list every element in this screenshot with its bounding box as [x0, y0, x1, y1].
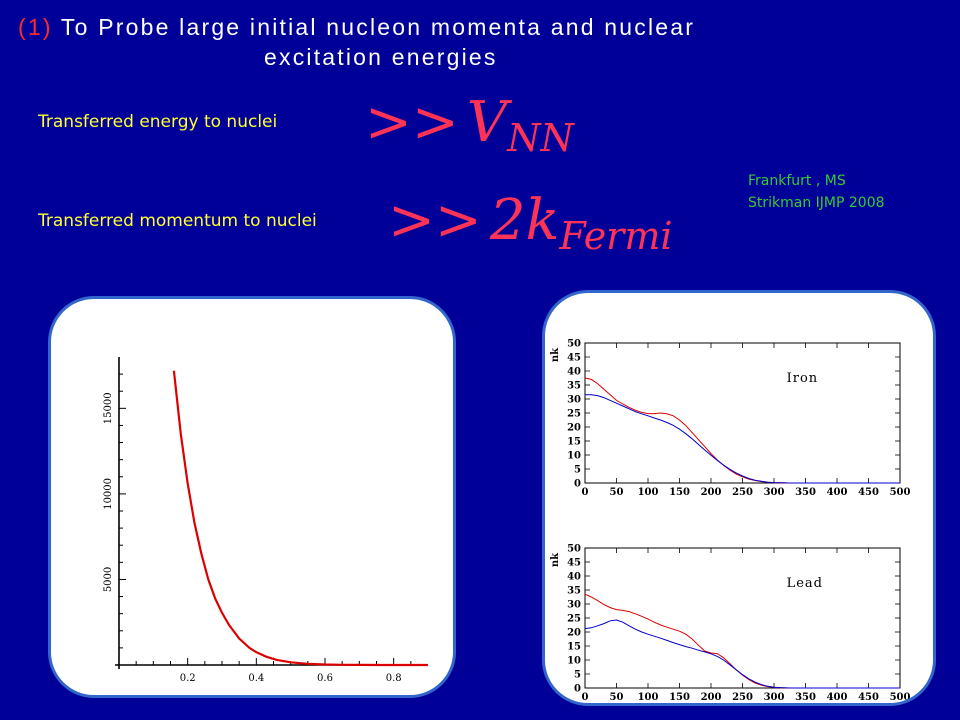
y-tick-label: 35 [567, 381, 581, 392]
statement-energy: Transferred energy to nuclei [38, 112, 278, 132]
x-tick-label: 250 [732, 487, 753, 498]
nucleus-annotation: Lead [787, 576, 823, 591]
x-tick-label: 50 [610, 692, 624, 703]
y-axis-label: nk [550, 552, 561, 567]
x-tick-label: 250 [732, 692, 753, 703]
x-tick-label: 300 [764, 692, 785, 703]
formula-momentum-subscript: Fermi [559, 214, 673, 258]
y-tick-label: 40 [567, 367, 581, 378]
x-tick-label: 500 [890, 692, 911, 703]
x-tick-label: 0.8 [386, 673, 402, 684]
x-tick-label: 150 [669, 692, 690, 703]
y-tick-label: 25 [567, 409, 581, 420]
y-tick-label: 15 [567, 437, 581, 448]
x-tick-label: 0.4 [248, 673, 264, 684]
y-tick-label: 0 [574, 684, 581, 695]
series-line-0 [584, 593, 900, 689]
x-tick-label: 450 [858, 487, 879, 498]
formula-energy-op: >> [365, 90, 459, 155]
y-tick-label: 45 [567, 558, 581, 569]
y-tick-label: 45 [567, 353, 581, 364]
x-tick-label: 0 [582, 487, 589, 498]
formula-energy: >> VNN [365, 90, 574, 160]
y-tick-label: 20 [567, 423, 581, 434]
formula-momentum: >> 2kFermi [388, 188, 673, 258]
x-tick-label: 50 [610, 487, 624, 498]
y-tick-label: 0 [574, 479, 581, 490]
y-tick-label: 50 [567, 339, 581, 350]
y-tick-label: 30 [567, 600, 581, 611]
y-tick-label: 15000 [103, 392, 114, 424]
x-tick-label: 100 [638, 487, 659, 498]
panel-left: 5000 10000 15000 0.2 0.4 0.6 0.8 [48, 296, 456, 698]
formula-momentum-op: >> [388, 188, 482, 253]
y-tick-label: 50 [567, 544, 581, 555]
panel-right: 0 5 10 15 20 25 30 35 40 45 50 0 50 100 150 200 250 300 35… [542, 290, 936, 706]
citation-line-2: Strikman IJMP 2008 [748, 195, 885, 211]
y-tick-label: 20 [567, 628, 581, 639]
series-line-1 [585, 394, 900, 484]
title-line-1: To Probe large initial nucleon momenta a… [60, 14, 696, 40]
y-tick-label: 10000 [103, 478, 114, 510]
y-tick-label: 25 [567, 614, 581, 625]
series-line-0 [172, 370, 428, 667]
title-line-2: excitation energies [264, 44, 498, 70]
x-tick-label: 500 [890, 487, 911, 498]
y-tick-label: 10 [567, 451, 581, 462]
series-line-1 [584, 619, 900, 689]
y-tick-label: 30 [567, 395, 581, 406]
x-tick-label: 0 [582, 692, 589, 703]
x-tick-label: 0.2 [180, 673, 196, 684]
y-tick-label: 5 [574, 465, 581, 476]
x-tick-label: 200 [701, 487, 722, 498]
x-tick-label: 300 [764, 487, 785, 498]
y-tick-label: 15 [567, 642, 581, 653]
citation-line-1: Frankfurt , MS [748, 173, 846, 189]
formula-momentum-symbol: 2k [489, 188, 560, 253]
y-tick-label: 10 [567, 656, 581, 667]
x-tick-label: 450 [858, 692, 879, 703]
citation: Frankfurt , MS Strikman IJMP 2008 [748, 170, 885, 214]
x-tick-label: 400 [827, 487, 848, 498]
formula-energy-subscript: NN [507, 116, 574, 160]
slide-title: (1) To Probe large initial nucleon momen… [18, 12, 918, 72]
x-tick-label: 100 [638, 692, 659, 703]
y-tick-label: 35 [567, 586, 581, 597]
y-axis-label: nk [550, 347, 561, 362]
y-tick-label: 5000 [103, 567, 114, 592]
x-tick-label: 400 [827, 692, 848, 703]
series-line-0 [584, 377, 900, 484]
formula-energy-symbol: V [466, 90, 508, 155]
x-tick-label: 350 [795, 692, 816, 703]
x-tick-label: 350 [795, 487, 816, 498]
nucleus-annotation: Iron [787, 371, 819, 386]
title-number: (1) [18, 14, 53, 40]
x-tick-label: 0.6 [317, 673, 333, 684]
x-tick-label: 200 [701, 692, 722, 703]
x-tick-label: 150 [669, 487, 690, 498]
y-tick-label: 5 [574, 670, 581, 681]
plot-frame [584, 342, 901, 484]
statement-momentum: Transferred momentum to nuclei [38, 211, 317, 231]
momentum-distribution-chart: 5000 10000 15000 0.2 0.4 0.6 0.8 [103, 357, 428, 684]
y-tick-label: 40 [567, 572, 581, 583]
plot-frame [584, 547, 901, 689]
